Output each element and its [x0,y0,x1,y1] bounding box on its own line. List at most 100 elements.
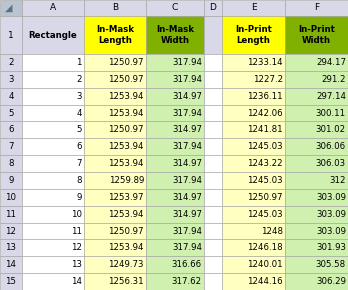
Bar [84,88,146,105]
Bar [84,71,146,88]
Bar [204,16,222,54]
Bar [146,189,204,206]
Bar [0,54,22,71]
Bar [204,122,222,138]
Bar [146,71,204,88]
Text: 2: 2 [8,58,14,67]
Bar [22,88,84,105]
Bar [0,88,22,105]
Bar [204,138,222,155]
Bar [0,16,22,54]
Text: 303.09: 303.09 [316,210,346,219]
Bar [285,105,348,122]
Text: 312: 312 [330,176,346,185]
Text: A: A [50,3,56,12]
Text: 1253.97: 1253.97 [109,193,144,202]
Text: B: B [112,3,118,12]
Text: 1250.97: 1250.97 [109,125,144,134]
Bar [0,256,22,273]
Text: 14: 14 [6,260,16,269]
Bar [0,273,22,290]
Text: 1253.94: 1253.94 [109,142,144,151]
Bar [0,71,22,88]
Text: 10: 10 [6,193,16,202]
Bar [0,0,22,16]
Bar [22,71,84,88]
Text: In-Mask
Width: In-Mask Width [156,25,194,45]
Text: Rectangle: Rectangle [29,30,77,39]
Text: In-Mask
Length: In-Mask Length [96,25,134,45]
Bar [222,54,285,71]
Bar [204,273,222,290]
Bar [222,256,285,273]
Bar [204,71,222,88]
Bar [204,0,222,16]
Bar [84,155,146,172]
Text: 6: 6 [77,142,82,151]
Bar [84,122,146,138]
Text: 1248: 1248 [261,226,283,235]
Text: 300.11: 300.11 [316,108,346,117]
Text: 1: 1 [77,58,82,67]
Bar [285,71,348,88]
Text: In-Print
Length: In-Print Length [235,25,272,45]
Text: 11: 11 [71,226,82,235]
Bar [84,54,146,71]
Bar [0,206,22,222]
Text: 7: 7 [77,159,82,168]
Bar [146,155,204,172]
Text: 303.09: 303.09 [316,226,346,235]
Text: 2: 2 [77,75,82,84]
Text: 306.06: 306.06 [316,142,346,151]
Text: E: E [251,3,256,12]
Bar [204,240,222,256]
Text: 1245.03: 1245.03 [247,210,283,219]
Text: 317.94: 317.94 [172,75,202,84]
Bar [22,105,84,122]
Bar [222,138,285,155]
Bar [222,71,285,88]
Bar [0,155,22,172]
Text: 1253.94: 1253.94 [109,243,144,252]
Text: 1: 1 [8,30,14,39]
Bar [222,105,285,122]
Text: 13: 13 [71,260,82,269]
Bar [285,256,348,273]
Bar [84,273,146,290]
Text: D: D [209,3,216,12]
Bar [146,138,204,155]
Bar [285,88,348,105]
Bar [222,273,285,290]
Bar [22,222,84,240]
Bar [0,222,22,240]
Text: 1253.94: 1253.94 [109,159,144,168]
Bar [84,256,146,273]
Text: 8: 8 [77,176,82,185]
Text: 12: 12 [71,243,82,252]
Text: 303.09: 303.09 [316,193,346,202]
Bar [285,54,348,71]
Text: C: C [172,3,178,12]
Bar [22,0,84,16]
Text: 317.62: 317.62 [172,277,202,286]
Text: 7: 7 [8,142,14,151]
Bar [84,16,146,54]
Text: 15: 15 [6,277,16,286]
Bar [22,54,84,71]
Text: 1250.97: 1250.97 [247,193,283,202]
Bar [22,172,84,189]
Bar [285,122,348,138]
Bar [204,54,222,71]
Bar [222,0,285,16]
Bar [285,206,348,222]
Text: 1250.97: 1250.97 [109,226,144,235]
Bar [84,189,146,206]
Text: 291.2: 291.2 [322,75,346,84]
Text: 314.97: 314.97 [172,159,202,168]
Bar [84,206,146,222]
Text: 314.97: 314.97 [172,125,202,134]
Bar [146,88,204,105]
Text: 301.02: 301.02 [316,125,346,134]
Bar [204,105,222,122]
Text: In-Print
Width: In-Print Width [298,25,335,45]
